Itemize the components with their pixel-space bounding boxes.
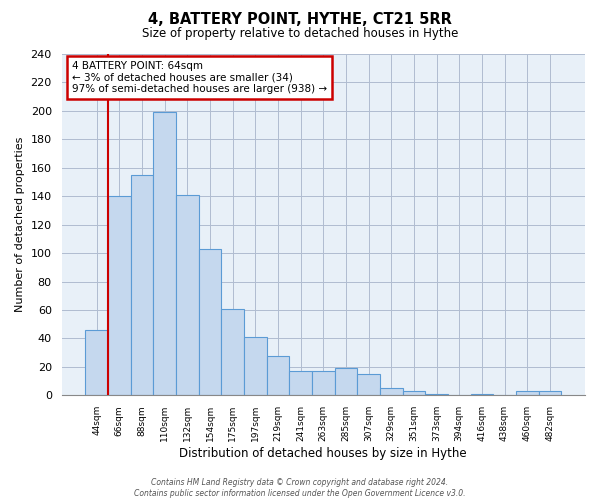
Text: Contains HM Land Registry data © Crown copyright and database right 2024.
Contai: Contains HM Land Registry data © Crown c… xyxy=(134,478,466,498)
Bar xyxy=(244,337,266,396)
Bar xyxy=(470,394,493,396)
Text: 4, BATTERY POINT, HYTHE, CT21 5RR: 4, BATTERY POINT, HYTHE, CT21 5RR xyxy=(148,12,452,28)
Bar xyxy=(176,195,199,396)
Bar xyxy=(312,371,335,396)
Bar xyxy=(516,391,539,396)
Bar xyxy=(108,196,131,396)
Bar xyxy=(539,391,561,396)
Bar xyxy=(335,368,357,396)
Bar xyxy=(199,249,221,396)
Bar xyxy=(357,374,380,396)
Bar xyxy=(131,175,154,396)
Bar xyxy=(380,388,403,396)
Bar xyxy=(403,391,425,396)
Bar xyxy=(85,330,108,396)
Bar xyxy=(266,356,289,396)
Bar xyxy=(289,371,312,396)
Text: Size of property relative to detached houses in Hythe: Size of property relative to detached ho… xyxy=(142,28,458,40)
Text: 4 BATTERY POINT: 64sqm
← 3% of detached houses are smaller (34)
97% of semi-deta: 4 BATTERY POINT: 64sqm ← 3% of detached … xyxy=(72,61,327,94)
Bar xyxy=(425,394,448,396)
Bar xyxy=(154,112,176,396)
Y-axis label: Number of detached properties: Number of detached properties xyxy=(15,137,25,312)
X-axis label: Distribution of detached houses by size in Hythe: Distribution of detached houses by size … xyxy=(179,447,467,460)
Bar xyxy=(221,308,244,396)
